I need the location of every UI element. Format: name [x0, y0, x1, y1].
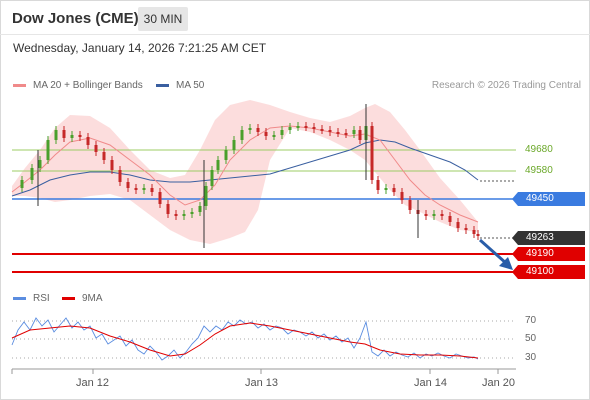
candle-body	[288, 127, 292, 130]
candle-body	[142, 188, 146, 190]
candle-body	[190, 212, 194, 214]
ma50-label: MA 50	[176, 80, 205, 91]
ma50-line	[11, 139, 479, 197]
candle-body	[296, 126, 300, 128]
candle-body	[472, 230, 476, 234]
candle-body	[204, 186, 208, 206]
support-2-text: 49100	[526, 266, 554, 277]
candle-body	[198, 206, 202, 212]
candle-body	[102, 152, 106, 160]
candle-body	[166, 204, 170, 214]
rsi-9ma-line	[11, 322, 479, 359]
legend-rsi: RSI	[13, 293, 50, 304]
candle-body	[384, 188, 388, 190]
candle-body	[344, 133, 348, 135]
support-1-text: 49190	[526, 248, 554, 259]
resistance-2-label: 49680	[525, 144, 553, 155]
resistance-1-label: 49580	[525, 165, 553, 176]
candle-body	[264, 132, 268, 136]
candle-body	[328, 130, 332, 132]
candle-body	[432, 214, 436, 216]
timeframe-button[interactable]: 30 MIN	[138, 7, 188, 31]
candle-body	[424, 214, 428, 216]
candle-body	[448, 216, 452, 222]
candle-body	[110, 160, 114, 170]
last-price-tag: 49263	[512, 231, 585, 245]
date-label-jan20: Jan 20	[482, 377, 516, 389]
date-label-jan14: Jan 14	[414, 377, 448, 389]
candle-body	[440, 214, 444, 216]
ma20-label: MA 20 + Bollinger Bands	[33, 80, 143, 91]
research-credit: Research © 2026 Trading Central	[431, 80, 581, 91]
candle-body	[280, 130, 284, 135]
last-price-text: 49263	[526, 232, 554, 243]
candle-body	[38, 160, 42, 168]
candle-body	[248, 128, 252, 130]
candle-body	[336, 132, 340, 134]
legend-ma50: MA 50	[156, 80, 204, 91]
date-label-jan12: Jan 12	[76, 377, 110, 389]
candle-body	[320, 129, 324, 131]
candle-body	[456, 222, 460, 228]
rsi-swatch	[13, 297, 26, 300]
candle-body	[370, 126, 374, 180]
candle-body	[392, 188, 396, 192]
candle-body	[408, 200, 412, 210]
candle-body	[352, 130, 356, 134]
header-divider	[0, 34, 590, 35]
chart-datetime: Wednesday, January 14, 2026 7:21:25 AM C…	[13, 41, 267, 55]
candle-body	[476, 234, 480, 236]
ma50-swatch	[156, 84, 169, 87]
candle-body	[94, 145, 98, 152]
pivot-price-tag: 49450	[512, 192, 585, 206]
bollinger-band	[12, 100, 478, 244]
support-2-tag: 49100	[512, 265, 585, 279]
ma20-swatch	[13, 84, 26, 87]
pivot-price-text: 49450	[526, 193, 554, 204]
candle-body	[256, 128, 260, 132]
legend-ma20: MA 20 + Bollinger Bands	[13, 80, 143, 91]
candle-body	[70, 135, 74, 138]
candle-body	[240, 130, 244, 140]
date-label-jan13: Jan 13	[245, 377, 279, 389]
candle-body	[78, 135, 82, 137]
instrument-title: Dow Jones (CME)	[12, 10, 139, 27]
candle-body	[182, 214, 186, 216]
candle-body	[46, 140, 50, 160]
candle-body	[30, 168, 34, 180]
candle-body	[86, 137, 90, 145]
candle-body	[134, 188, 138, 190]
support-1-tag: 49190	[512, 247, 585, 261]
rsi-axis-30: 30	[525, 352, 537, 363]
candle-body	[464, 228, 468, 230]
candle-body	[400, 192, 404, 200]
candle-body	[62, 130, 66, 138]
candle-body	[54, 130, 58, 140]
rsi-9ma-label: 9MA	[82, 293, 103, 304]
candlestick-series	[20, 104, 480, 248]
candle-body	[20, 180, 24, 188]
candle-body	[232, 140, 236, 150]
candle-body	[158, 192, 162, 204]
candle-body	[272, 135, 276, 137]
candle-body	[126, 182, 130, 188]
legend-rsi-9ma: 9MA	[62, 293, 103, 304]
candle-body	[118, 170, 122, 182]
rsi-axis-70: 70	[525, 315, 537, 326]
candle-body	[376, 180, 380, 190]
candle-body	[216, 160, 220, 170]
candle-body	[150, 188, 154, 192]
candle-body	[358, 130, 362, 140]
candle-body	[174, 214, 178, 216]
rsi-label: RSI	[33, 293, 50, 304]
candle-body	[312, 127, 316, 129]
rsi-9ma-swatch	[62, 297, 75, 300]
candle-body	[224, 150, 228, 160]
rsi-axis-50: 50	[525, 333, 537, 344]
candle-body	[304, 126, 308, 128]
candle-body	[210, 170, 214, 186]
down-arrow-icon	[479, 238, 513, 270]
